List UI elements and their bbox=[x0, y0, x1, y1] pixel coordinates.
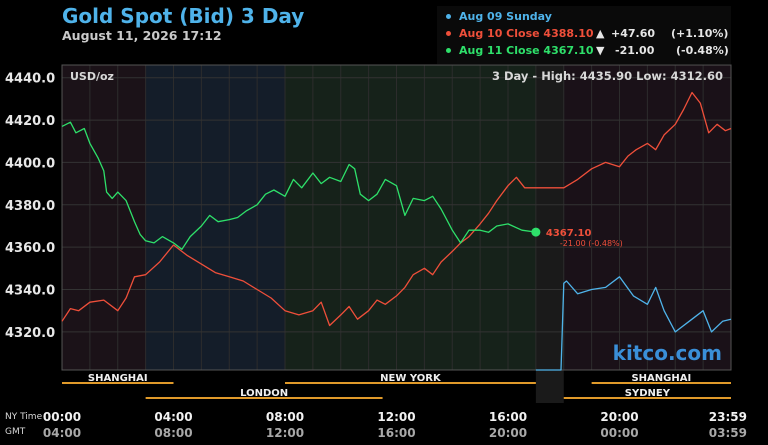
current-value-label: 4367.10 bbox=[546, 228, 592, 239]
x-tick-ny: 23:59 bbox=[709, 410, 747, 424]
x-tick-gmt: 20:00 bbox=[489, 426, 527, 440]
y-tick-label: 4400.0 bbox=[5, 156, 55, 171]
x-tick-gmt: 12:00 bbox=[266, 426, 304, 440]
y-tick-label: 4340.0 bbox=[5, 284, 55, 299]
x-tick-ny: 00:00 bbox=[43, 410, 81, 424]
x-tick-gmt: 00:00 bbox=[600, 426, 638, 440]
y-tick-label: 4440.0 bbox=[5, 72, 55, 87]
x-tick-gmt: 16:00 bbox=[377, 426, 415, 440]
session-label-2: NEW YORK bbox=[380, 373, 442, 384]
session-label-0: SHANGHAI bbox=[88, 373, 148, 384]
current-change-label: -21.00 (-0.48%) bbox=[560, 239, 623, 248]
x-axis-gmt-label: GMT bbox=[5, 427, 26, 437]
y-tick-label: 4380.0 bbox=[5, 199, 55, 214]
x-axis-ny-label: NY Time bbox=[5, 412, 43, 422]
x-tick-gmt: 03:59 bbox=[709, 426, 747, 440]
current-point-marker bbox=[531, 228, 540, 237]
newyork-band bbox=[285, 65, 536, 370]
watermark-logo: kitco.com bbox=[613, 341, 722, 365]
x-tick-gmt: 08:00 bbox=[154, 426, 192, 440]
unit-label: USD/oz bbox=[70, 70, 114, 83]
x-tick-ny: 04:00 bbox=[154, 410, 192, 424]
session-label-1: LONDON bbox=[240, 388, 288, 399]
y-tick-label: 4320.0 bbox=[5, 326, 55, 341]
x-tick-ny: 16:00 bbox=[489, 410, 527, 424]
x-tick-gmt: 04:00 bbox=[43, 426, 81, 440]
session-label-3: SYDNEY bbox=[625, 388, 671, 399]
london-band bbox=[146, 65, 285, 370]
y-tick-label: 4420.0 bbox=[5, 114, 55, 129]
x-tick-ny: 20:00 bbox=[600, 410, 638, 424]
range-text: 3 Day - High: 4435.90 Low: 4312.60 bbox=[492, 69, 723, 83]
x-tick-ny: 12:00 bbox=[377, 410, 415, 424]
session-label-4: SHANGHAI bbox=[631, 373, 691, 384]
y-tick-label: 4360.0 bbox=[5, 241, 55, 256]
x-tick-ny: 08:00 bbox=[266, 410, 304, 424]
